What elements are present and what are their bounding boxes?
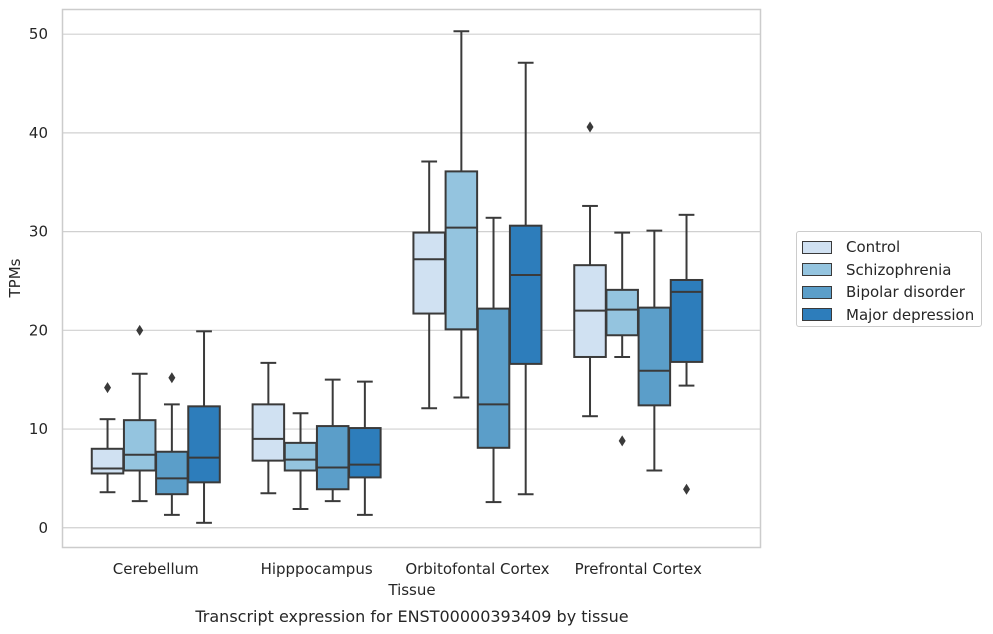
y-tick-labels: 0 10 20 30 40 50: [29, 25, 48, 537]
legend-label-major-depression: Major depression: [846, 305, 975, 324]
box-iqr: [90, 447, 125, 475]
gridlines: [62, 33, 761, 529]
x-tick-labels: Cerebellum Hipppocampus Orbitofontal Corte…: [113, 560, 702, 578]
outlier-marker: [586, 121, 594, 133]
legend-item-control: Control: [797, 236, 981, 259]
x-tick-label: Prefrontal Cortex: [575, 560, 702, 578]
box-schizophrenia-cerebellum: [122, 324, 157, 503]
legend-item-major-depression: Major depression: [797, 304, 981, 327]
box-control-hipppocampus: [251, 361, 286, 495]
box-iqr: [251, 403, 286, 462]
legend-label-schizophrenia: Schizophrenia: [846, 260, 952, 279]
box-bipolar-disorder-prefrontal-cortex: [637, 229, 672, 472]
box-iqr: [187, 405, 221, 484]
box-major-depression-prefrontal-cortex: [669, 213, 704, 495]
y-tick-label: 20: [29, 321, 48, 339]
outlier-marker: [136, 324, 144, 336]
x-tick-label: Orbitofontal Cortex: [405, 560, 549, 578]
outlier-marker: [168, 372, 176, 384]
box-major-depression-orbitofontal-cortex: [508, 61, 543, 496]
y-axis-label: TPMs: [6, 258, 24, 298]
box-control-cerebellum: [90, 382, 125, 494]
y-tick-label: 50: [29, 25, 48, 43]
box-schizophrenia-orbitofontal-cortex: [444, 30, 479, 399]
box-iqr: [315, 425, 350, 491]
legend-swatch-bipolar-disorder: [802, 285, 832, 299]
y-tick-label: 30: [29, 223, 48, 241]
y-tick-label: 40: [29, 124, 48, 142]
box-iqr: [476, 307, 511, 449]
box-iqr: [348, 427, 382, 479]
box-bipolar-disorder-hipppocampus: [315, 378, 350, 503]
outlier-marker: [618, 435, 626, 447]
box-iqr: [412, 231, 446, 315]
outlier-marker: [683, 483, 691, 495]
plot-frame: [61, 8, 762, 549]
box-major-depression-cerebellum: [187, 330, 221, 524]
box-iqr: [605, 288, 639, 337]
legend-swatch-major-depression: [802, 308, 832, 322]
box-bipolar-disorder-orbitofontal-cortex: [476, 216, 511, 504]
boxes: [90, 30, 704, 524]
box-schizophrenia-hipppocampus: [283, 412, 318, 511]
legend-swatch-control: [802, 240, 832, 254]
y-tick-label: 0: [38, 519, 48, 537]
legend-label-control: Control: [846, 238, 901, 257]
x-axis-label: Tissue: [387, 581, 435, 599]
chart-title: Transcript expression for ENST0000039340…: [194, 607, 628, 626]
outlier-marker: [104, 382, 112, 394]
legend-item-schizophrenia: Schizophrenia: [797, 259, 981, 282]
box-major-depression-hipppocampus: [348, 380, 382, 516]
legend-item-bipolar-disorder: Bipolar disorder: [797, 281, 981, 304]
box-schizophrenia-prefrontal-cortex: [605, 231, 639, 447]
box-iqr: [669, 278, 704, 363]
x-tick-label: Cerebellum: [113, 560, 199, 578]
legend-label-bipolar-disorder: Bipolar disorder: [846, 283, 965, 302]
box-control-prefrontal-cortex: [573, 121, 607, 418]
y-tick-label: 10: [29, 420, 48, 438]
box-bipolar-disorder-cerebellum: [155, 372, 189, 516]
x-tick-label: Hipppocampus: [261, 560, 373, 578]
box-iqr: [508, 224, 543, 365]
legend-swatch-schizophrenia: [802, 263, 832, 277]
legend: Control Schizophrenia Bipolar disorder M…: [796, 231, 982, 327]
box-iqr: [444, 170, 479, 331]
box-iqr: [283, 441, 318, 472]
box-control-orbitofontal-cortex: [412, 160, 446, 410]
box-iqr: [122, 419, 157, 472]
box-iqr: [155, 450, 189, 496]
box-iqr: [637, 306, 672, 407]
